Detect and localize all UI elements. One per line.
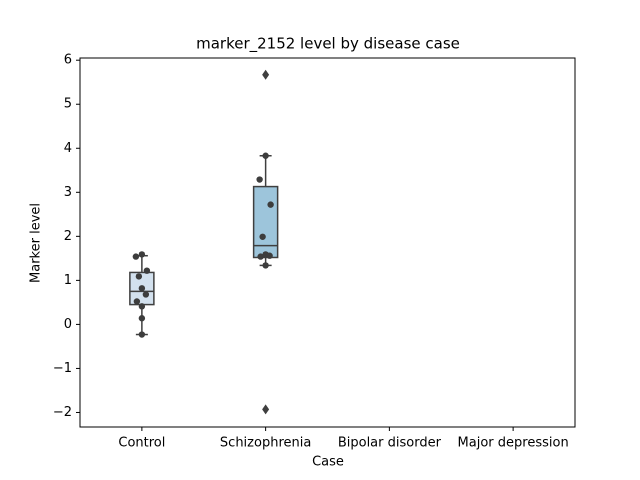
y-tick-label: 2 xyxy=(64,229,72,244)
data-point xyxy=(259,233,266,240)
y-tick-label: 3 xyxy=(64,185,72,200)
x-axis-label: Case xyxy=(312,455,344,470)
data-point xyxy=(262,262,269,269)
y-tick-label: 1 xyxy=(64,273,72,288)
x-tick-label: Control xyxy=(118,436,165,451)
data-point xyxy=(135,273,143,280)
y-tick-label: 5 xyxy=(64,97,72,112)
data-point xyxy=(257,253,264,260)
x-tick-label: Schizophrenia xyxy=(220,436,311,451)
y-axis-label: Marker level xyxy=(29,203,44,283)
flier xyxy=(262,69,270,80)
flier xyxy=(262,404,270,415)
data-point xyxy=(138,251,146,258)
data-point xyxy=(132,253,140,260)
x-tick-label: Bipolar disorder xyxy=(338,436,442,451)
box xyxy=(252,185,279,259)
chart-title: marker_2152 level by disease case xyxy=(196,35,460,54)
x-tick-label: Major depression xyxy=(458,436,569,451)
data-point xyxy=(133,298,141,305)
data-point xyxy=(138,315,146,322)
data-point xyxy=(138,331,146,338)
y-tick-label: 0 xyxy=(64,317,72,332)
plot-frame xyxy=(79,57,576,428)
data-point xyxy=(256,176,263,183)
y-tick-label: −2 xyxy=(53,405,72,420)
y-tick-label: −1 xyxy=(53,361,72,376)
data-point xyxy=(262,152,269,159)
data-point xyxy=(138,285,146,292)
data-point xyxy=(267,201,274,208)
data-point xyxy=(143,267,151,274)
data-point xyxy=(142,291,150,298)
y-tick-label: 4 xyxy=(64,141,72,156)
y-tick-label: 6 xyxy=(64,53,72,68)
data-point xyxy=(266,252,273,259)
data-point xyxy=(138,303,146,310)
